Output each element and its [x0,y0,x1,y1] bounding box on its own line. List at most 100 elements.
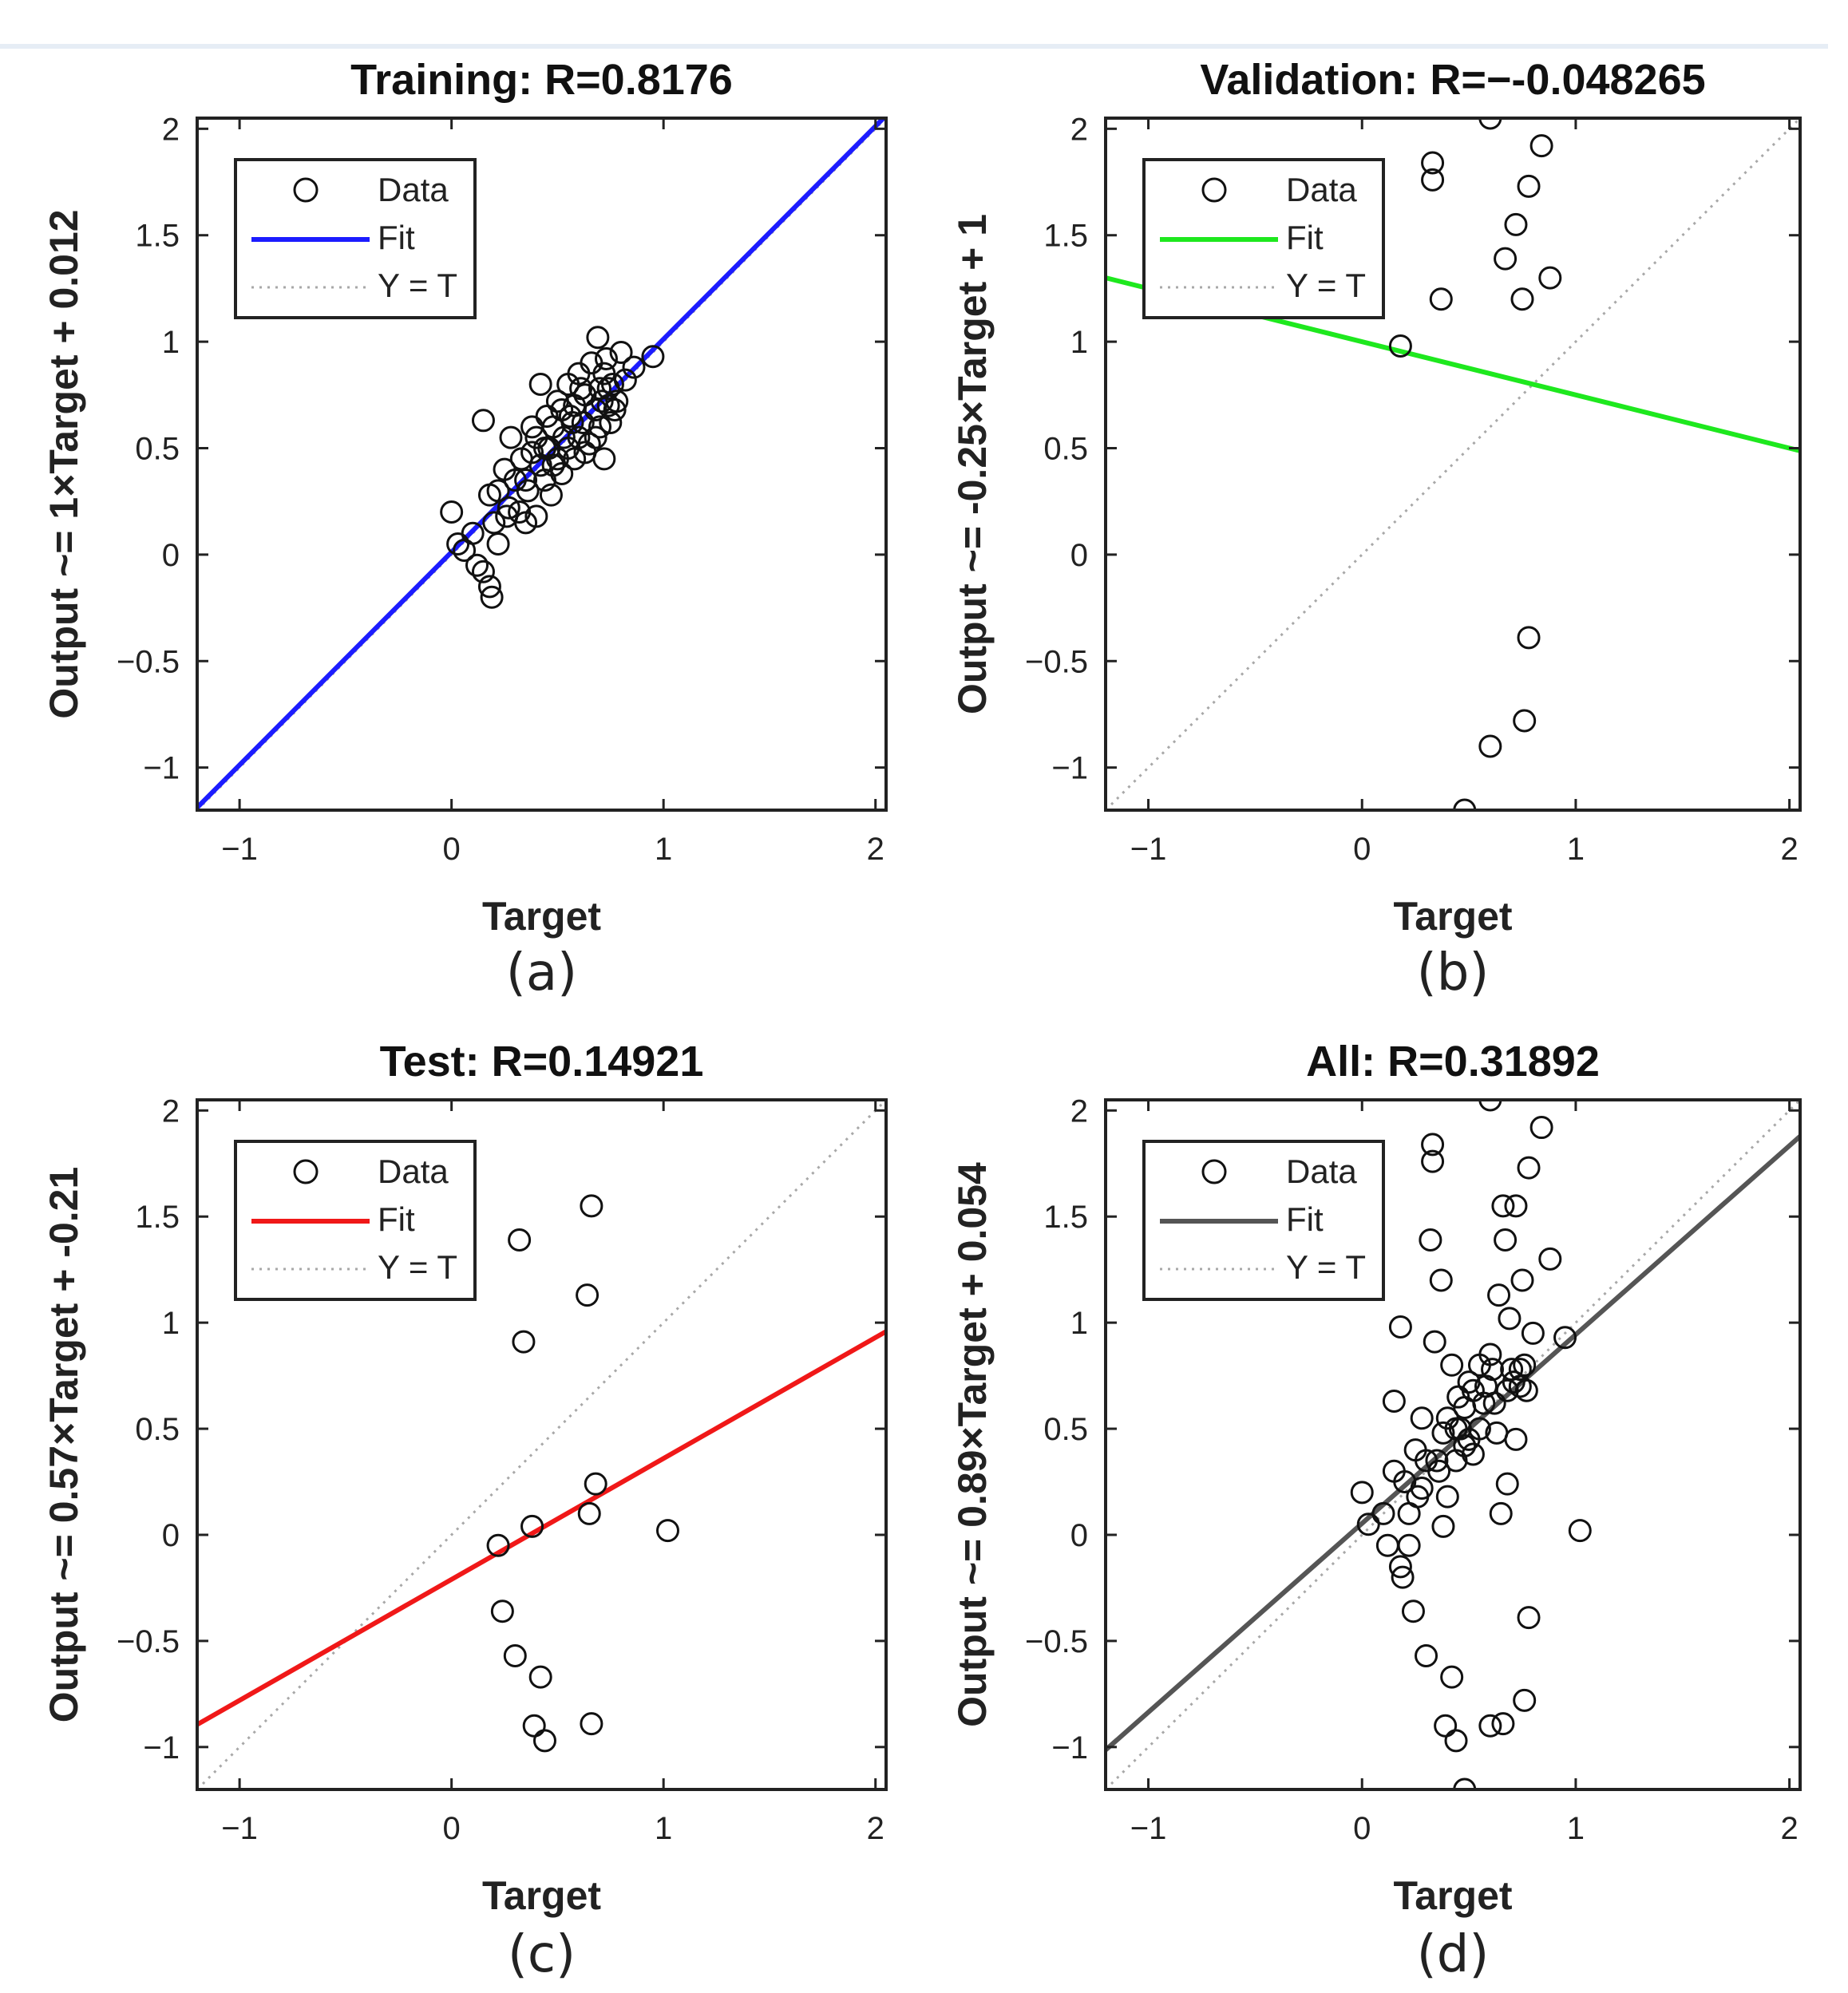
legend: Data Fit Y = T [234,1140,477,1301]
x-tick-label: 1 [1567,832,1585,867]
data-point [590,390,614,413]
panel-b: −1 0 1 2 −1 −0.5 0 0.5 1 1.5 2 Validation: R=−-0.04… [950,56,1802,1002]
y-tick-label: 1.5 [1043,219,1088,254]
data-point [655,1519,679,1543]
data-point [584,1472,607,1496]
data-point [550,462,574,486]
data-point [573,441,597,465]
data-point [1410,1406,1434,1430]
data-point [1421,168,1445,192]
data-point [1421,151,1445,175]
data-point [508,1228,532,1252]
data-point [600,372,624,396]
data-point [1513,709,1537,733]
y-tick-label: 0.5 [1043,431,1088,466]
data-point [1502,1370,1525,1394]
data-point [1421,1133,1445,1157]
data-point [512,1330,536,1354]
data-point [550,397,574,421]
data-point [1478,1714,1502,1738]
y-tick-label: 2 [1070,1093,1088,1129]
legend: Data Fit Y = T [1142,158,1385,319]
data-point [603,397,627,421]
data-point [1478,1100,1502,1112]
data-point [1391,1565,1415,1589]
data-point [1453,798,1477,810]
data-point [520,441,544,465]
data-point [1568,1519,1592,1543]
x-axis-label: Target [482,894,601,939]
axes-box [196,1098,888,1791]
data-point [1514,1378,1538,1402]
axes-box [1104,117,1802,812]
data-point [1513,1353,1537,1377]
data-point [586,326,610,350]
data-point [1504,1194,1528,1218]
x-tick-label: 1 [1567,1811,1585,1846]
data-point [1495,1472,1519,1496]
data-point [1517,174,1541,198]
data-point [1419,1228,1442,1252]
data-point [1388,1555,1412,1579]
data-point [641,345,665,369]
panel-caption: (d) [1417,1925,1490,1984]
data-point [516,479,540,503]
data-point [1371,1501,1395,1525]
panel-caption: (c) [508,1925,576,1984]
legend-fit-label: Fit [378,1200,415,1238]
data-point [1508,1374,1532,1398]
y-axis-label: Output ~= 0.89×Target + 0.054 [950,1162,995,1727]
data-point [520,1514,544,1538]
data-point [532,436,556,460]
y-tick-label: 0.5 [135,1412,180,1447]
legend-data-marker [1201,177,1227,203]
y-tick-label: −0.5 [117,644,180,679]
data-point [1504,212,1528,236]
legend-yt-label: Y = T [1286,1248,1366,1286]
data-point [471,560,495,583]
data-point [580,1712,603,1736]
data-point [1388,334,1412,358]
data-point [1553,1326,1577,1350]
data-point [1431,1514,1455,1538]
data-point [486,532,510,556]
panel-d: −1 0 1 2 −1 −0.5 0 0.5 1 1.5 2 All: R=0.31892 Target… [950,1038,1802,1984]
data-point [1485,1421,1509,1445]
data-point [1401,1600,1425,1623]
y-tick-label: 2 [162,1093,180,1129]
legend-fit-label: Fit [378,219,415,256]
x-tick-label: 2 [867,1811,884,1846]
data-point [539,483,563,507]
chart-title: Test: R=0.14921 [380,1038,704,1085]
data-point [1382,1390,1406,1414]
data-point [1491,1712,1515,1736]
legend-fit-label: Fit [1286,219,1324,256]
data-point [1529,134,1553,158]
y-tick-label: 2 [1070,112,1088,147]
data-point [486,479,510,503]
data-point [1429,287,1453,311]
y-axis-label: Output ~= 0.57×Target + -0.21 [42,1167,86,1723]
data-point [1350,1481,1374,1505]
data-point [471,409,495,433]
x-tick-label: −1 [221,1811,258,1846]
data-point [1382,1459,1406,1483]
chart-title: Validation: R=−-0.048265 [1200,56,1705,104]
y-tick-label: 1.5 [135,1200,180,1235]
legend-yt-label: Y = T [378,267,457,304]
data-point [599,410,623,434]
x-tick-label: 0 [1353,1811,1371,1846]
data-point [524,504,548,528]
data-point [1425,1449,1449,1473]
legend-yt-label: Y = T [378,1248,457,1286]
legend: Data Fit Y = T [1142,1140,1385,1301]
y-equals-t-line [197,1100,886,1789]
top-divider [0,44,1828,49]
y-tick-label: 1 [162,325,180,360]
legend-data-label: Data [378,1153,449,1190]
data-point [1521,1321,1545,1345]
data-point [1482,1391,1506,1415]
data-point [1423,1330,1446,1354]
data-point [1415,1644,1438,1668]
y-tick-label: 1.5 [1043,1200,1088,1235]
